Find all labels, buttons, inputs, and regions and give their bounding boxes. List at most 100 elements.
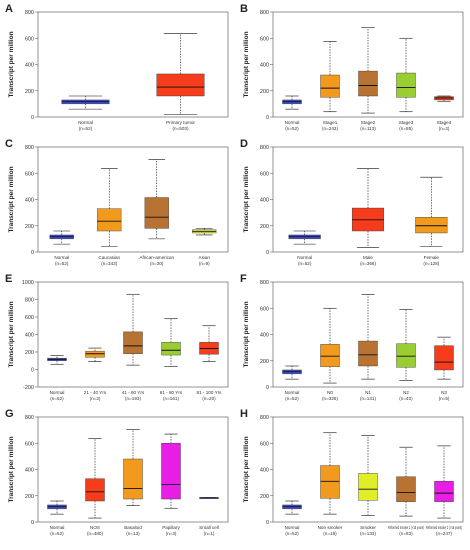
y-axis-label: Transcript per million bbox=[243, 166, 250, 232]
x-category-label: Reformed smoker 2 (>15 years) bbox=[426, 525, 462, 530]
x-category-label: Stage1 bbox=[323, 120, 338, 125]
y-tick-label: 200 bbox=[260, 494, 269, 500]
x-category-n: (n=52) bbox=[285, 396, 299, 401]
y-axis-label: Transcript per million bbox=[8, 301, 15, 367]
x-category-label: Reformed smoker 1 (<15 years) bbox=[388, 525, 424, 530]
y-tick-label: -200 bbox=[23, 385, 34, 391]
x-category-n: (n=243) bbox=[322, 126, 338, 131]
x-category-label: Normal bbox=[285, 390, 300, 395]
y-tick-label: 200 bbox=[25, 224, 34, 230]
y-axis-label: Transcript per million bbox=[8, 436, 15, 502]
y-axis-label: Transcript per million bbox=[243, 31, 250, 97]
chart-panel-g: G Transcript per million 0 200 400 600 800 Norm… bbox=[5, 408, 229, 536]
x-category-n: (n=83) bbox=[399, 531, 413, 536]
y-tick-label: 400 bbox=[25, 198, 34, 204]
x-category-n: (n=193) bbox=[125, 396, 141, 401]
x-category-label: Asian bbox=[199, 255, 211, 260]
y-tick-label: 0 bbox=[266, 250, 269, 256]
y-tick-label: 800 bbox=[25, 10, 34, 16]
y-tick-label: 400 bbox=[260, 198, 269, 204]
x-category-label: N1 bbox=[365, 390, 371, 395]
box-41-60-yrs bbox=[123, 331, 143, 354]
x-category-label: Smoker bbox=[360, 525, 376, 530]
y-axis-label: Transcript per million bbox=[8, 166, 15, 232]
y-tick-label: 200 bbox=[25, 494, 34, 500]
x-category-label: Non smoker bbox=[318, 525, 343, 530]
x-category-n: (n=30) bbox=[150, 261, 164, 266]
y-tick-label: 400 bbox=[260, 333, 269, 339]
y-tick-label: 400 bbox=[260, 63, 269, 69]
y-tick-label: 400 bbox=[25, 63, 34, 69]
x-category-label: Stage3 bbox=[399, 120, 414, 125]
box-nos bbox=[85, 478, 105, 502]
y-tick-label: 600 bbox=[25, 315, 34, 321]
y-tick-label: 400 bbox=[25, 333, 34, 339]
x-category-label: Basaloid bbox=[124, 525, 142, 530]
x-category-n: (n=52) bbox=[55, 261, 69, 266]
y-tick-label: 800 bbox=[260, 10, 269, 16]
y-tick-label: 200 bbox=[25, 350, 34, 356]
y-tick-label: 600 bbox=[260, 36, 269, 42]
x-category-n: (n=133) bbox=[360, 531, 376, 536]
x-category-n: (n=247) bbox=[436, 531, 452, 536]
x-category-label: Normal bbox=[50, 525, 65, 530]
x-category-n: (n=3) bbox=[166, 531, 177, 536]
y-tick-label: 600 bbox=[25, 36, 34, 42]
x-category-n: (n=131) bbox=[360, 396, 376, 401]
box-61-80-yrs bbox=[161, 342, 181, 356]
y-tick-label: 0 bbox=[31, 115, 34, 121]
panel-label: D bbox=[240, 138, 248, 150]
y-tick-label: 600 bbox=[260, 306, 269, 312]
x-category-n: (n=52) bbox=[50, 396, 64, 401]
x-category-n: (n=18) bbox=[323, 531, 337, 536]
x-category-label: Female bbox=[424, 255, 440, 260]
box-caucasian bbox=[97, 208, 122, 232]
box-papillary bbox=[161, 443, 181, 500]
x-category-label: Normal bbox=[285, 120, 300, 125]
x-category-n: (n=503) bbox=[173, 126, 189, 131]
y-tick-label: 800 bbox=[260, 280, 269, 286]
box-primary-tumor bbox=[156, 73, 205, 97]
y-tick-label: 800 bbox=[25, 298, 34, 304]
x-category-n: (n=52) bbox=[79, 126, 93, 131]
panel-label: C bbox=[5, 138, 13, 150]
chart-panel-f: F Transcript per million 0 200 400 600 800 Norm… bbox=[240, 273, 464, 401]
x-category-label: NOS bbox=[90, 525, 100, 530]
panel-label: H bbox=[240, 408, 248, 420]
box-female bbox=[415, 217, 448, 234]
x-category-label: N3 bbox=[441, 390, 447, 395]
panel-label: E bbox=[5, 273, 12, 285]
box-african-american bbox=[144, 197, 169, 229]
x-category-n: (n=113) bbox=[360, 126, 376, 131]
chart-panel-c: C Transcript per million 0 200 400 600 800 Norm… bbox=[5, 138, 229, 266]
x-category-label: 61 - 80 Yrs bbox=[160, 390, 183, 395]
x-category-label: African-american bbox=[139, 255, 174, 260]
x-category-n: (n=161) bbox=[163, 396, 179, 401]
chart-panel-h: H Transcript per million 0 200 400 600 800 Norm… bbox=[240, 408, 464, 536]
panel-label: B bbox=[240, 3, 248, 15]
x-category-label: Normal bbox=[285, 525, 300, 530]
x-category-n: (n=2) bbox=[90, 396, 101, 401]
y-tick-label: 800 bbox=[260, 145, 269, 151]
x-category-label: Normal bbox=[78, 120, 93, 125]
y-axis-label: Transcript per million bbox=[243, 436, 250, 502]
y-tick-label: 600 bbox=[25, 171, 34, 177]
x-category-n: (n=326) bbox=[322, 396, 338, 401]
y-tick-label: 200 bbox=[260, 89, 269, 95]
x-category-n: (n=2) bbox=[439, 126, 450, 131]
panel-label: A bbox=[5, 3, 13, 15]
x-category-label: 41 - 60 Yrs bbox=[122, 390, 145, 395]
x-category-label: Primary tumor bbox=[166, 120, 195, 125]
y-tick-label: 400 bbox=[260, 468, 269, 474]
x-category-n: (n=9) bbox=[199, 261, 210, 266]
y-tick-label: 0 bbox=[31, 250, 34, 256]
x-category-n: (n=85) bbox=[399, 126, 413, 131]
x-category-n: (n=366) bbox=[360, 261, 376, 266]
x-category-label: Normal bbox=[50, 390, 65, 395]
y-tick-label: 600 bbox=[260, 171, 269, 177]
x-category-n: (n=52) bbox=[285, 126, 299, 131]
chart-panel-d: D Transcript per million 0 200 400 600 800 Norm… bbox=[240, 138, 464, 266]
x-category-label: Caucasian bbox=[98, 255, 120, 260]
y-tick-label: 1000 bbox=[22, 280, 34, 286]
y-tick-label: 0 bbox=[266, 385, 269, 391]
